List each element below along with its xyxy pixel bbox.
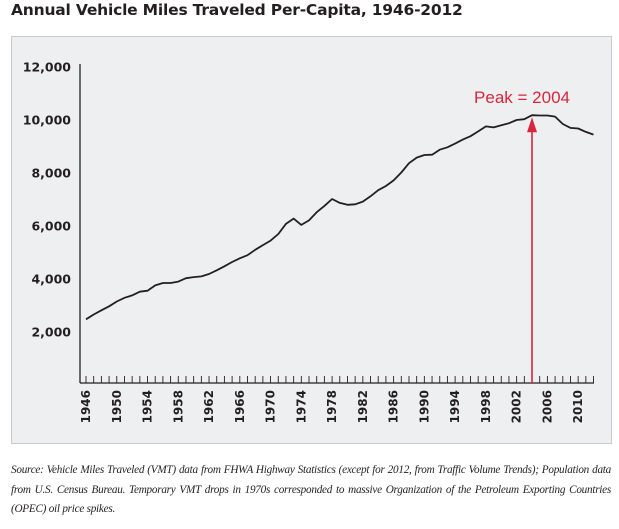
x-tick-label: 1994	[448, 390, 462, 423]
x-tick-label: 2002	[510, 390, 524, 423]
x-tick-label: 1990	[417, 390, 431, 423]
x-tick-label: 1982	[356, 390, 370, 423]
x-tick-label: 1974	[294, 390, 308, 423]
x-tick-label: 1950	[110, 390, 124, 423]
data-line	[85, 114, 594, 321]
x-axis: 1946 1950 1954 1958 1962 1966 1970 1974 1978 1982…	[79, 376, 594, 423]
x-tick-label: 1962	[202, 390, 216, 423]
y-tick-label: 8,000	[31, 166, 71, 181]
peak-arrow-head	[527, 117, 538, 133]
peak-annotation-label: Peak = 2004	[474, 88, 570, 107]
x-tick-label: 2010	[571, 390, 585, 423]
x-tick-label: 1954	[141, 390, 155, 423]
x-tick-label: 2006	[540, 390, 554, 423]
source-caption: Source: Vehicle Miles Traveled (VMT) dat…	[11, 464, 611, 515]
y-tick-label: 10,000	[23, 113, 72, 128]
y-axis: 2,000 4,000 6,000 8,000 10,000 12,000	[23, 60, 81, 383]
x-tick-label: 1998	[479, 390, 493, 423]
annotation-group: Peak = 2004	[474, 88, 570, 383]
x-tick-label: 1978	[325, 390, 339, 423]
series-group	[85, 114, 594, 321]
line-chart: 2,000 4,000 6,000 8,000 10,000 12,000 1946 195…	[23, 60, 594, 423]
x-tick-label: 1946	[79, 390, 93, 423]
chart-title: Annual Vehicle Miles Traveled Per-Capita…	[11, 1, 463, 19]
y-tick-label: 2,000	[31, 325, 71, 340]
x-tick-label: 1986	[387, 390, 401, 423]
y-tick-label: 4,000	[31, 272, 71, 287]
y-tick-label: 12,000	[23, 60, 72, 75]
x-tick-label: 1958	[171, 390, 185, 423]
chart-panel	[11, 36, 612, 444]
x-tick-label: 1970	[264, 390, 278, 423]
x-tick-label: 1966	[233, 390, 247, 423]
y-tick-label: 6,000	[31, 219, 71, 234]
